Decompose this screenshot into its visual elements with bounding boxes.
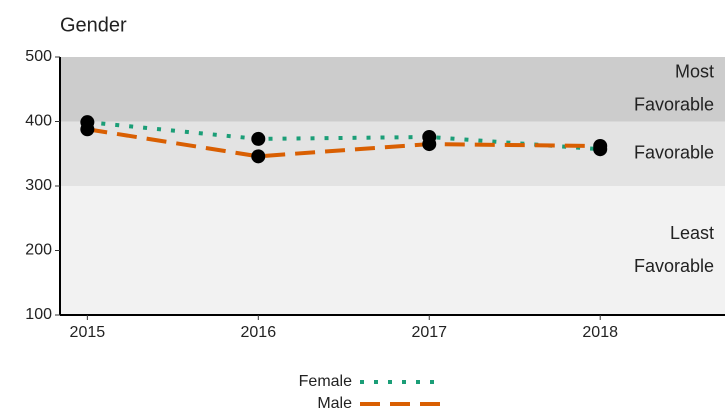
chart-title: Gender [60, 14, 127, 36]
point [251, 149, 266, 164]
y-tick-label: 100 [25, 306, 52, 323]
band [60, 57, 725, 122]
point [422, 137, 437, 152]
x-tick-label: 2015 [70, 324, 106, 341]
x-tick-label: 2016 [241, 324, 277, 341]
y-tick-label: 500 [25, 48, 52, 65]
x-tick-label: 2017 [411, 324, 447, 341]
series-line [87, 127, 601, 159]
x-tick-label: 2018 [582, 324, 618, 341]
legend-label: Female [299, 373, 352, 390]
y-tick-label: 300 [25, 177, 52, 194]
point [251, 131, 266, 146]
point [80, 122, 95, 137]
band-label: Favorable [634, 256, 714, 276]
band [60, 186, 725, 315]
y-tick-label: 200 [25, 242, 52, 259]
y-tick-label: 400 [25, 113, 52, 130]
point [593, 139, 608, 154]
band-label: Most [675, 62, 714, 82]
band-label: Least [670, 223, 714, 243]
band-label: Favorable [634, 95, 714, 115]
legend-label: Male [317, 395, 352, 412]
series-line [87, 120, 601, 152]
band-label: Favorable [634, 143, 714, 163]
